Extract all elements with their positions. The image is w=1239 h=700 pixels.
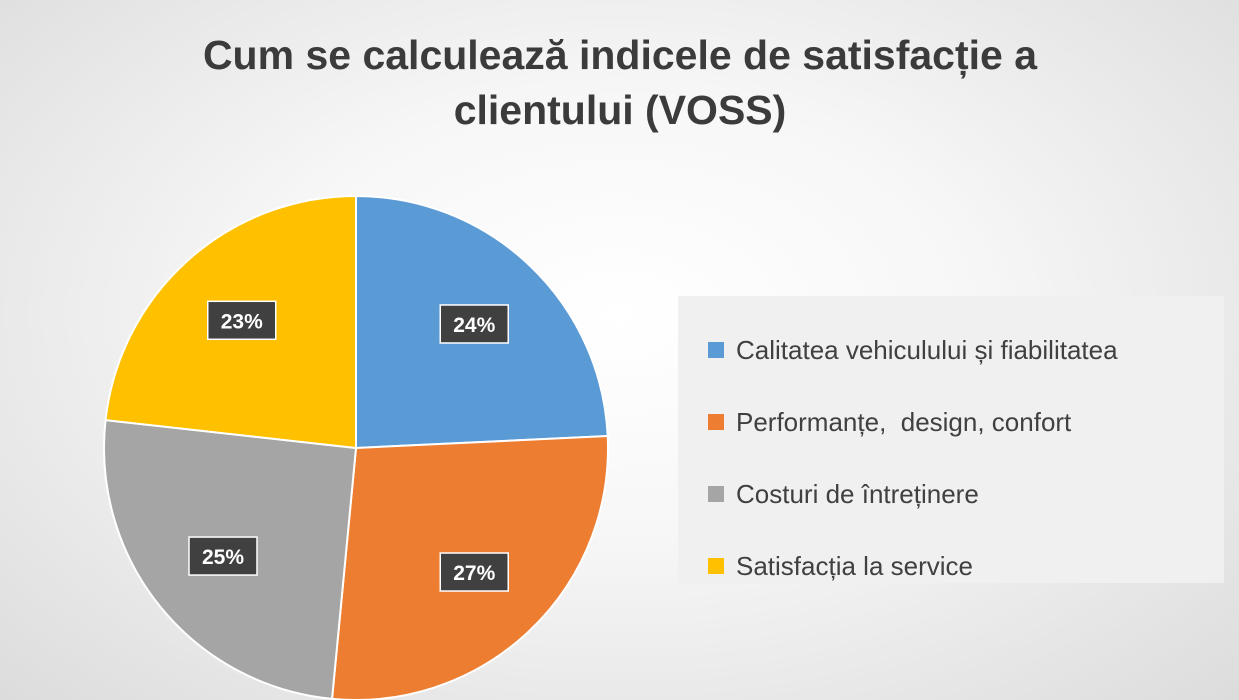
chart-title: Cum se calculează indicele de satisfacți… — [90, 28, 1150, 138]
chart-title-line-1: Cum se calculează indicele de satisfacți… — [202, 32, 1038, 78]
legend-label: Calitatea vehiculului și fiabilitatea — [736, 334, 1118, 365]
legend-swatch — [708, 342, 724, 358]
legend-label: Satisfacția la service — [736, 550, 973, 581]
data-label-text: 23% — [221, 310, 263, 333]
data-label: 24% — [439, 304, 510, 344]
legend-label: Performanțe, design, confort — [736, 406, 1072, 437]
data-label-box — [439, 304, 510, 344]
data-label: 27% — [439, 552, 510, 592]
legend-item: Performanțe, design, confort — [708, 386, 1224, 458]
data-label-box — [439, 552, 510, 592]
legend-item: Costuri de întreținere — [708, 458, 1224, 530]
legend-swatch — [708, 558, 724, 574]
data-label: 25% — [188, 536, 258, 576]
data-label-text: 27% — [453, 562, 495, 585]
data-label-text: 25% — [202, 546, 244, 569]
data-label-box — [206, 300, 277, 341]
chart-title-line-2: clientului (VOSS) — [453, 87, 787, 133]
data-label-box — [188, 536, 258, 576]
legend-label: Costuri de întreținere — [736, 478, 979, 509]
data-label-text: 24% — [453, 314, 495, 337]
legend-swatch — [708, 414, 724, 430]
legend-item: Satisfacția la service — [708, 530, 1224, 602]
legend-swatch — [708, 486, 724, 502]
data-label: 23% — [206, 300, 277, 341]
legend: Calitatea vehiculului și fiabilitatea Pe… — [678, 296, 1224, 583]
legend-item: Calitatea vehiculului și fiabilitatea — [708, 314, 1224, 386]
